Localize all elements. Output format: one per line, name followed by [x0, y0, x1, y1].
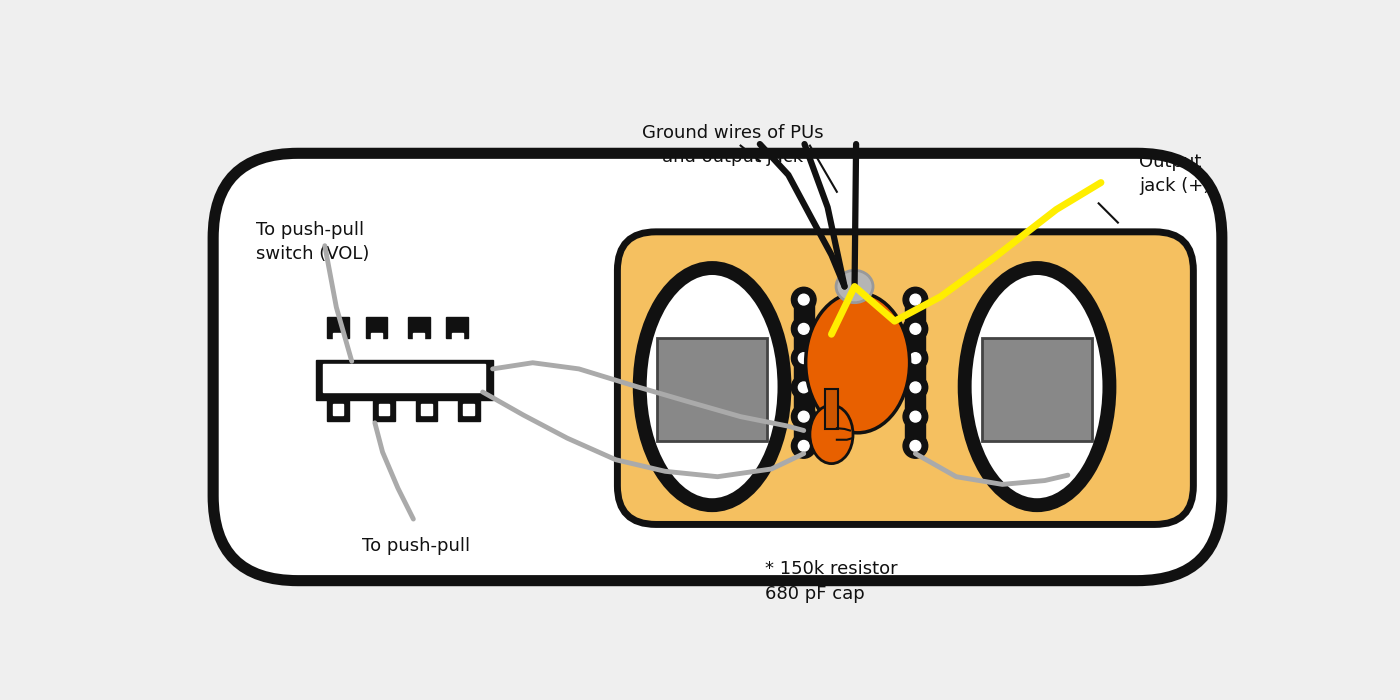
Bar: [416, 400, 437, 421]
Text: To push-pull: To push-pull: [361, 537, 470, 555]
Text: *: *: [827, 422, 836, 438]
Circle shape: [910, 294, 921, 305]
Circle shape: [903, 287, 928, 312]
Text: * 150k resistor
680 pF cap: * 150k resistor 680 pF cap: [766, 560, 897, 603]
Circle shape: [791, 433, 816, 459]
Circle shape: [903, 433, 928, 459]
Text: To push-pull
switch (VOL): To push-pull switch (VOL): [255, 221, 368, 262]
FancyBboxPatch shape: [617, 232, 1193, 524]
Bar: [983, 338, 1092, 440]
Bar: [413, 333, 424, 344]
Circle shape: [903, 346, 928, 370]
Bar: [825, 389, 839, 429]
Ellipse shape: [805, 293, 910, 433]
Bar: [333, 333, 343, 344]
Bar: [365, 316, 388, 338]
Circle shape: [910, 440, 921, 452]
Bar: [658, 338, 767, 440]
Bar: [906, 295, 925, 446]
Circle shape: [791, 405, 816, 429]
Circle shape: [791, 287, 816, 312]
Bar: [447, 316, 468, 338]
Bar: [328, 400, 349, 421]
Text: Output
jack (+): Output jack (+): [1140, 153, 1211, 195]
Text: 0.01: 0.01: [834, 350, 882, 369]
Bar: [463, 405, 475, 415]
Bar: [452, 333, 462, 344]
Circle shape: [791, 316, 816, 341]
Bar: [333, 405, 343, 415]
Bar: [315, 360, 493, 400]
Circle shape: [903, 405, 928, 429]
Bar: [323, 364, 484, 392]
Bar: [371, 333, 382, 344]
Circle shape: [910, 323, 921, 335]
Bar: [374, 400, 395, 421]
Circle shape: [910, 412, 921, 422]
FancyBboxPatch shape: [213, 153, 1222, 581]
Circle shape: [791, 375, 816, 400]
Text: Ground wires of PUs
and output jack: Ground wires of PUs and output jack: [643, 124, 823, 166]
Bar: [794, 295, 813, 446]
Ellipse shape: [809, 405, 853, 463]
Circle shape: [910, 382, 921, 393]
Circle shape: [903, 316, 928, 341]
Bar: [421, 405, 431, 415]
Ellipse shape: [965, 268, 1109, 505]
Bar: [328, 316, 349, 338]
Bar: [407, 316, 430, 338]
Bar: [458, 400, 480, 421]
Circle shape: [798, 412, 809, 422]
Circle shape: [798, 382, 809, 393]
Circle shape: [910, 353, 921, 363]
Ellipse shape: [640, 268, 784, 505]
Circle shape: [798, 323, 809, 335]
Circle shape: [798, 440, 809, 452]
Circle shape: [903, 375, 928, 400]
Circle shape: [798, 294, 809, 305]
Bar: [378, 405, 389, 415]
Circle shape: [798, 353, 809, 363]
Circle shape: [791, 346, 816, 370]
Ellipse shape: [836, 270, 874, 302]
